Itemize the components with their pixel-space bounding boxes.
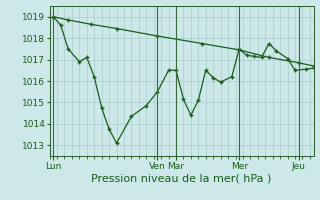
X-axis label: Pression niveau de la mer( hPa ): Pression niveau de la mer( hPa ) (92, 173, 272, 183)
